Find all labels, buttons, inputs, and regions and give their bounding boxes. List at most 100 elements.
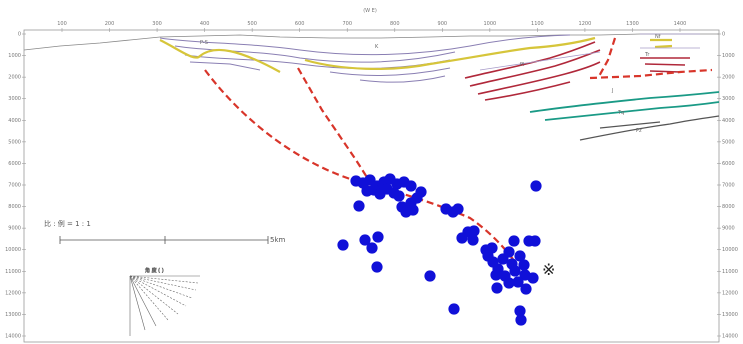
event-marker	[520, 283, 532, 295]
earthquake-events	[337, 173, 542, 326]
scale-label: 比 : 例 = 1 : 1	[44, 219, 91, 228]
right-tick-label: 8000	[722, 204, 735, 210]
event-marker	[372, 231, 384, 243]
right-tick-label: 1000	[722, 53, 735, 59]
right-tick-label: 14000	[722, 334, 738, 340]
event-marker	[468, 225, 480, 237]
scale-end-label: 5km	[270, 236, 286, 244]
top-tick-label: 200	[105, 21, 115, 27]
event-marker	[486, 242, 498, 254]
event-marker	[527, 272, 539, 284]
top-tick-label: 700	[342, 21, 352, 27]
left-tick-label: 5000	[8, 139, 21, 145]
event-marker	[467, 234, 479, 246]
right-tick-label: 9000	[722, 226, 735, 232]
top-tick-label: 1100	[531, 21, 544, 27]
event-marker	[508, 235, 520, 247]
event-marker	[407, 204, 419, 216]
left-tick-label: 14000	[5, 334, 21, 340]
right-tick-label: 7000	[722, 183, 735, 189]
left-tick-label: 1000	[8, 53, 21, 59]
right-tick-label: 5000	[722, 139, 735, 145]
section-frame	[23, 29, 720, 343]
event-marker	[503, 277, 515, 289]
left-tick-label: 8000	[8, 204, 21, 210]
event-marker	[366, 242, 378, 254]
layer-label-j: J	[611, 88, 613, 94]
event-marker	[503, 246, 515, 258]
top-tick-label: 900	[438, 21, 448, 27]
event-marker	[512, 276, 524, 288]
layer-label-nf: Nf	[655, 34, 661, 40]
top-tick-label: 600	[295, 21, 305, 27]
right-tick-label: 2000	[722, 75, 735, 81]
surface-line	[23, 33, 719, 51]
top-tick-label: 100	[57, 21, 67, 27]
faults	[204, 37, 713, 263]
horizons-teal	[529, 91, 720, 121]
event-marker	[337, 239, 349, 251]
top-tick-label: 1400	[674, 21, 687, 27]
event-marker	[359, 234, 371, 246]
event-marker	[448, 303, 460, 315]
top-tick-label: 800	[390, 21, 400, 27]
event-marker	[514, 250, 526, 262]
left-tick-label: 2000	[8, 75, 21, 81]
angle-inset: 角 度 ( )	[129, 267, 200, 336]
layer-label-k: K	[375, 44, 379, 50]
layer-label-tq: Tq	[617, 110, 624, 116]
left-tick-label: 10000	[5, 247, 21, 253]
right-tick-label: 12000	[722, 290, 738, 296]
horizons-yellow	[159, 36, 673, 73]
top-tick-label: 1000	[483, 21, 496, 27]
event-marker	[529, 235, 541, 247]
horizons-gray	[579, 115, 720, 141]
event-marker	[452, 203, 464, 215]
left-tick-label: 13000	[5, 312, 21, 318]
event-marker	[515, 314, 527, 326]
left-tick-label: 6000	[8, 161, 21, 167]
diagram-title: (W E)	[363, 8, 377, 14]
layer-label-tr: Tr	[644, 52, 650, 58]
event-marker	[514, 305, 526, 317]
reference-mark: ※	[542, 260, 555, 279]
right-tick-label: 11000	[722, 269, 738, 275]
left-tick-label: 12000	[5, 290, 21, 296]
left-tick-label: 9000	[8, 226, 21, 232]
event-marker	[353, 200, 365, 212]
layer-label-pl: Pl	[520, 62, 524, 68]
top-tick-label: 1300	[626, 21, 639, 27]
event-marker	[530, 180, 542, 192]
event-marker	[371, 261, 383, 273]
right-tick-label: 3000	[722, 96, 735, 102]
top-axis-ticks: 100 200 300 400 500 600 700 800 900 1000 1100 1200 1…	[57, 21, 686, 32]
layer-label-pz: Pz	[636, 128, 642, 134]
right-tick-label: 4000	[722, 118, 735, 124]
left-tick-label: 7000	[8, 183, 21, 189]
right-tick-label: 6000	[722, 161, 735, 167]
horizons-purple	[159, 34, 571, 83]
right-tick-label: 0	[722, 32, 725, 38]
event-marker	[518, 259, 530, 271]
horizons-purple-east	[479, 33, 700, 71]
right-axis-ticks: 0 1000 2000 3000 4000 5000 6000 7000 8000 9000 100…	[717, 32, 738, 340]
event-marker	[415, 186, 427, 198]
inset-label: 角 度 ( )	[145, 267, 164, 274]
layer-label-p-s: P-S	[200, 40, 208, 46]
event-marker	[491, 282, 503, 294]
scale-bar: 比 : 例 = 1 : 1 5km	[44, 219, 286, 244]
right-tick-label: 10000	[722, 247, 738, 253]
left-tick-label: 3000	[8, 96, 21, 102]
top-tick-label: 1200	[579, 21, 592, 27]
left-tick-label: 4000	[8, 118, 21, 124]
event-marker	[393, 190, 405, 202]
right-tick-label: 13000	[722, 312, 738, 318]
event-marker	[424, 270, 436, 282]
left-tick-label: 11000	[5, 269, 21, 275]
top-tick-label: 400	[200, 21, 210, 27]
event-marker	[509, 265, 521, 277]
formation-labels: P-S K Nf Tr Pl J Tq Pz	[200, 34, 661, 134]
event-marker	[490, 269, 502, 281]
top-tick-label: 300	[152, 21, 162, 27]
